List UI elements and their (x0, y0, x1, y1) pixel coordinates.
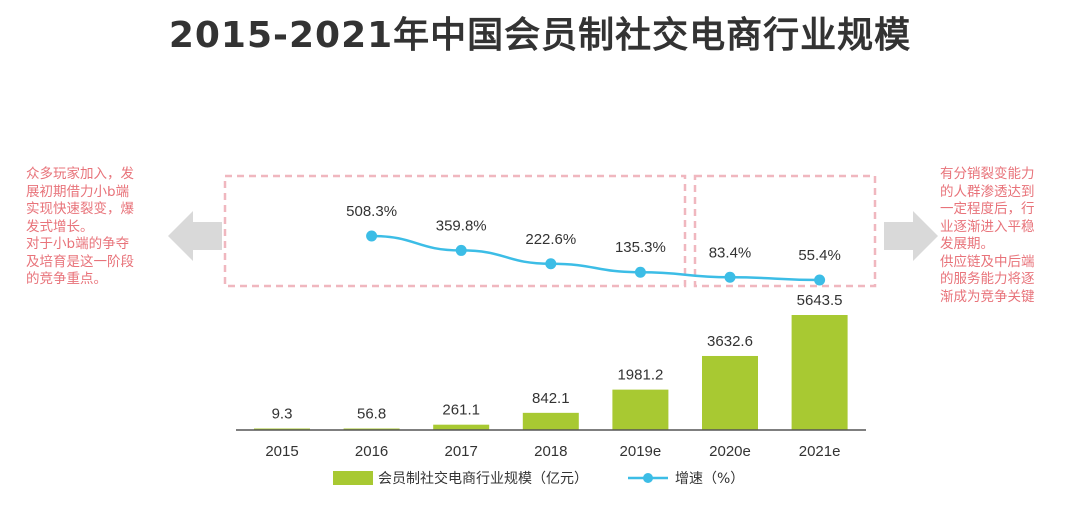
growth-point-2020e (724, 271, 736, 283)
bar-label-2017: 261.1 (442, 402, 480, 419)
growth-point-2016 (366, 230, 378, 242)
bar-label-2016: 56.8 (357, 406, 386, 423)
growth-line (371, 234, 820, 282)
phase-box-right (693, 174, 877, 288)
x-tick-2015: 2015 (265, 443, 298, 460)
legend-line-marker (643, 473, 653, 483)
growth-point-2017 (455, 244, 467, 256)
x-tick-2017: 2017 (445, 443, 478, 460)
x-tick-2016: 2016 (355, 443, 388, 460)
growth-label-2021e: 55.4% (798, 247, 841, 264)
growth-point-2021e (814, 274, 826, 286)
bar-label-2019e: 1981.2 (617, 367, 663, 384)
growth-point-2019e (634, 266, 646, 278)
bar-2021e (791, 315, 848, 430)
x-tick-2019e: 2019e (620, 443, 662, 460)
growth-label-2018: 222.6% (525, 231, 576, 248)
arrow-left-icon (168, 211, 222, 261)
left-annotation: 众多玩家加入，发 展初期借力小b端 实现快速裂变，爆 发式增长。 对于小b端的争… (26, 166, 134, 287)
bar-2020e (702, 355, 758, 430)
growth-label-2017: 359.8% (436, 217, 487, 234)
bar-label-2021e: 5643.5 (797, 292, 843, 309)
phase-box-left (223, 174, 687, 288)
x-tick-2018: 2018 (534, 443, 567, 460)
bar-2018 (522, 412, 579, 430)
legend-line-label: 增速（%） (675, 471, 744, 487)
growth-point-2018 (545, 258, 557, 270)
x-tick-2020e: 2020e (709, 443, 751, 460)
bar-2019e (612, 389, 669, 430)
bar-label-2018: 842.1 (532, 390, 570, 407)
growth-label-2020e: 83.4% (709, 244, 752, 261)
bar-label-2020e: 3632.6 (707, 333, 753, 350)
legend: 会员制社交电商行业规模（亿元） 增速（%） (333, 470, 744, 487)
chart-title: 2015-2021年中国会员制社交电商行业规模 (168, 15, 912, 56)
growth-label-2016: 508.3% (346, 203, 397, 220)
right-annotation: 有分销裂变能力 的人群渗透达到 一定程度后，行 业逐渐进入平稳 发展期。 供应链… (940, 166, 1035, 305)
x-tick-2021e: 2021e (799, 443, 841, 460)
arrow-right-icon (884, 211, 938, 261)
legend-bar-label: 会员制社交电商行业规模（亿元） (378, 470, 588, 487)
bar-label-2015: 9.3 (272, 406, 293, 423)
bar-2017 (433, 424, 490, 430)
legend-bar-swatch (333, 471, 373, 485)
growth-label-2019e: 135.3% (615, 239, 666, 256)
